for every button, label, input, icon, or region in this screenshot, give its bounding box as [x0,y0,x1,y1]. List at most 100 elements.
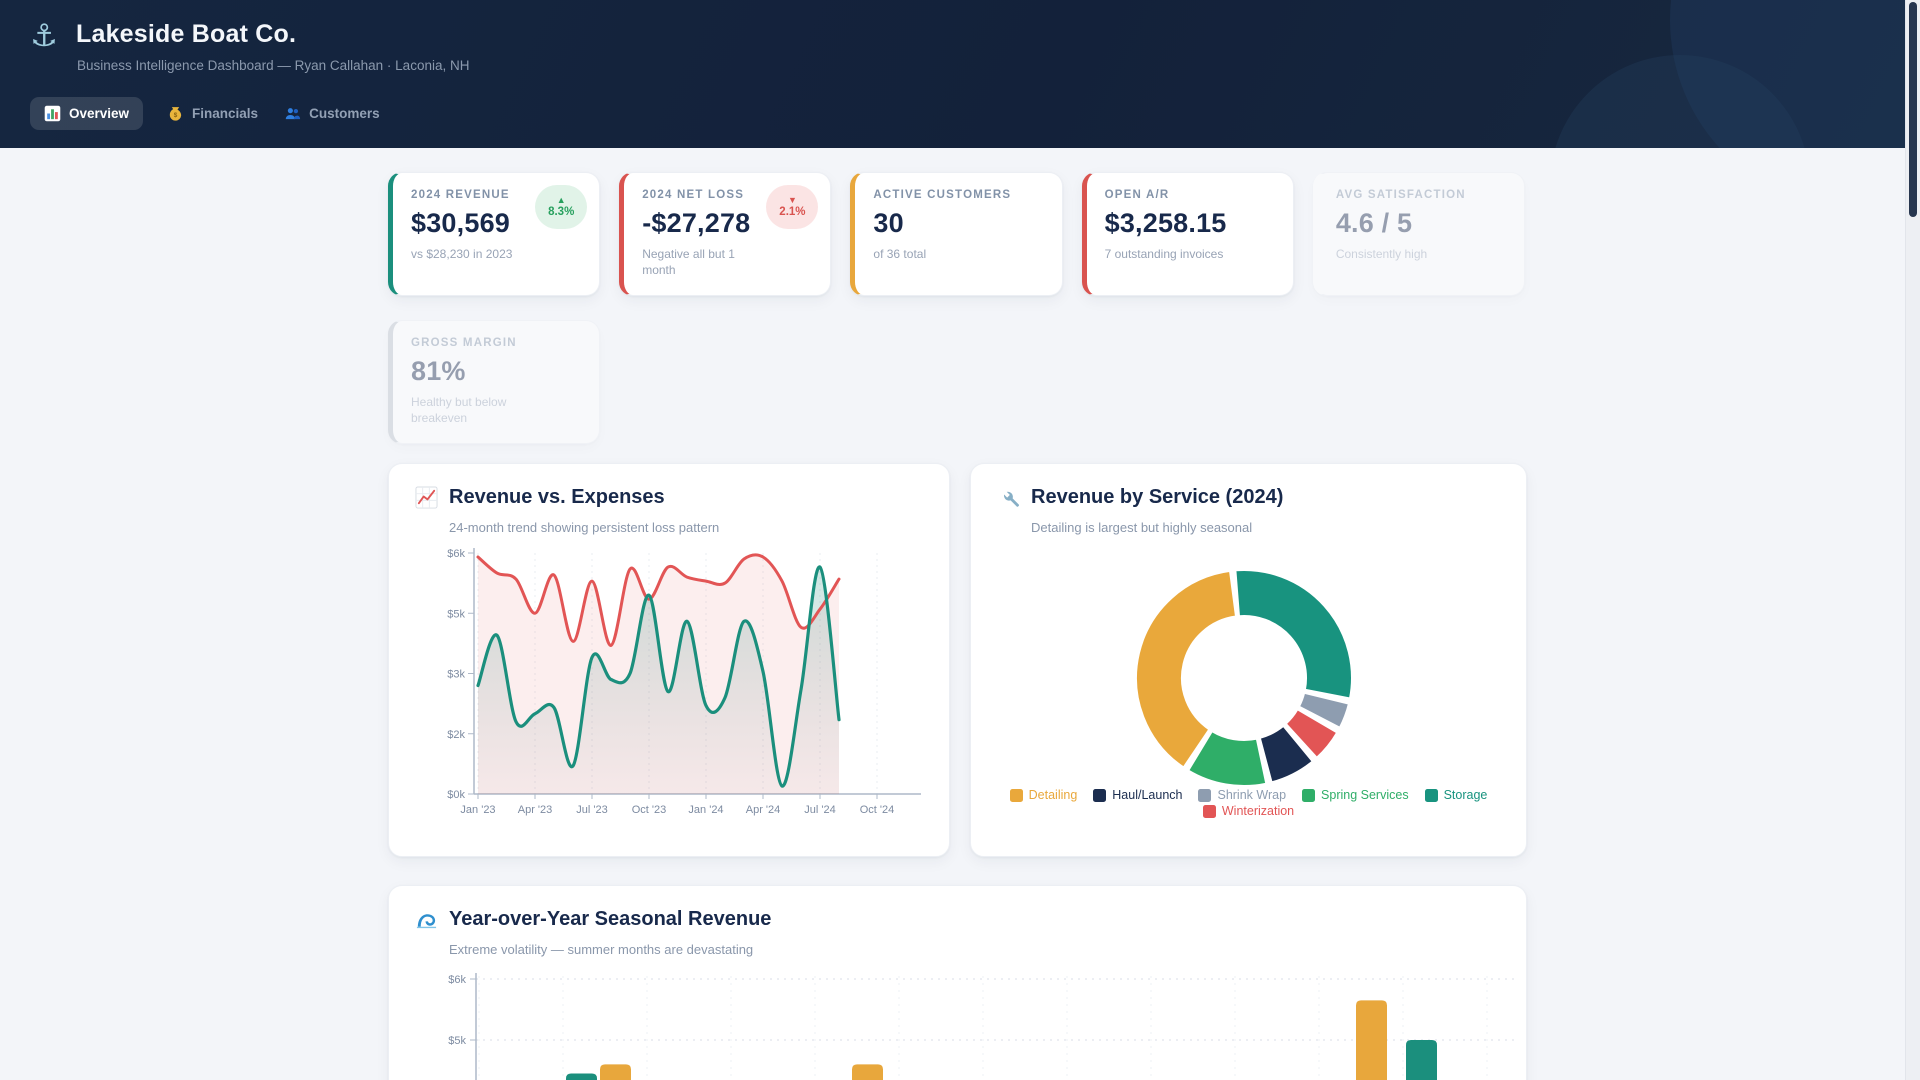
app-header: ⚓ Lakeside Boat Co. Business Intelligenc… [0,0,1920,148]
scrollbar-track[interactable] [1905,0,1920,1080]
legend-item-storage[interactable]: Storage [1424,788,1488,802]
kpi-card-gross-margin: GROSS MARGIN 81% Healthy but below breakev… [388,320,600,444]
page-title: Lakeside Boat Co. [76,20,297,48]
chart-title: Year-over-Year Seasonal Revenue [449,908,772,930]
bar-chart-icon [44,105,61,122]
svg-text:$6k: $6k [448,974,466,986]
kpi-label: AVG SATISFACTION [1335,189,1466,201]
tab-label: Customers [309,106,380,121]
kpi-subtext: vs $28,230 in 2023 [411,247,513,261]
svg-text:$2k: $2k [447,729,465,741]
tab-overview[interactable]: Overview [30,97,144,130]
kpi-card-avg-satisfaction: AVG SATISFACTION 4.6 / 5 Consistently high [1312,172,1526,296]
legend-label: Spring Services [1321,788,1409,802]
bar-feb-2023[interactable] [566,1073,597,1080]
legend-label: Storage [1443,788,1488,802]
money-bag-icon: $ [167,105,184,122]
chart-subtitle: Detailing is largest but highly seasonal [1031,520,1253,535]
legend-item-detailing[interactable]: Detailing [1009,788,1078,802]
donut-slice-detailing[interactable] [1135,569,1238,769]
donut-slice-haul-launch[interactable] [1258,724,1315,784]
tab-label: Overview [69,106,130,121]
trend-down-arrow-icon: ▼ [787,195,797,206]
svg-text:$5k: $5k [447,608,465,620]
kpi-label: 2024 NET LOSS [642,189,745,201]
trend-value: 2.1% [779,205,806,218]
legend-label: Haul/Launch [1112,788,1183,802]
wrench-icon [997,486,1020,509]
svg-text:$6k: $6k [447,548,465,560]
revenue-by-service-donut [1135,568,1353,786]
chart-header: Year-over-Year Seasonal Revenue [415,908,771,931]
kpi-card-2024-revenue: 2024 REVENUE $30,569 vs $28,230 in 2023 ▲ 8.… [388,172,601,296]
revenue-by-service-card: Revenue by Service (2024) Detailing is l… [970,463,1527,857]
kpi-value: 4.6 / 5 [1335,208,1413,238]
kpi-card-open-a-r: OPEN A/R $3,258.15 7 outstanding invoices [1081,172,1294,296]
kpi-trend-badge: ▲ 8.3% [535,185,588,229]
legend-label: Detailing [1028,788,1078,802]
kpi-subtext: 7 outstanding invoices [1104,247,1224,261]
legend-label: Shrink Wrap [1217,788,1287,802]
legend-swatch [1202,804,1216,818]
chart-header: Revenue by Service (2024) [997,486,1283,509]
svg-text:Jan '24: Jan '24 [688,804,723,816]
chart-title: Revenue by Service (2024) [1031,486,1284,508]
scrollbar-thumb[interactable] [1909,2,1917,217]
bar-may-2024[interactable] [852,1064,883,1080]
donut-slice-storage[interactable] [1234,568,1353,700]
kpi-card-row: 2024 REVENUE $30,569 vs $28,230 in 2023 ▲ 8.… [388,172,1526,296]
svg-text:Jul '24: Jul '24 [804,804,835,816]
bar-nov-2024[interactable] [1356,1000,1387,1080]
tab-financials[interactable]: $ Financials [165,97,260,130]
seasonal-revenue-bars: $6k $5k [448,973,1514,1080]
chart-up-icon [415,486,438,509]
chart-header: Revenue vs. Expenses [415,486,665,509]
kpi-label: 2024 REVENUE [411,189,510,201]
revenue-expenses-chart: $6k $5k $3k $2k $0k Jan '23 Apr '23 Jul '23 Oct … [447,548,921,816]
kpi-card-active-customers: ACTIVE CUSTOMERS 30 of 36 total [850,172,1063,296]
chart-title: Revenue vs. Expenses [449,486,665,508]
legend-item-shrink-wrap[interactable]: Shrink Wrap [1198,788,1286,802]
legend-item-haul-launch[interactable]: Haul/Launch [1093,788,1182,802]
kpi-trend-badge: ▼ 2.1% [766,185,819,229]
users-icon [284,105,301,122]
kpi-label: GROSS MARGIN [411,337,517,349]
kpi-subtext: of 36 total [873,247,927,261]
bar-dec-2023[interactable] [1406,1040,1437,1080]
kpi-label: OPEN A/R [1104,189,1170,201]
kpi-subtext: Negative all but 1 month [642,247,735,277]
revenue-expenses-card: Revenue vs. Expenses 24-month trend show… [388,463,950,857]
kpi-subtext: Healthy but below breakeven [411,395,507,425]
kpi-value: 30 [873,208,904,238]
kpi-value: $30,569 [411,208,510,238]
page-subtitle: Business Intelligence Dashboard — Ryan C… [77,58,470,73]
svg-text:Jul '23: Jul '23 [576,804,607,816]
trend-up-arrow-icon: ▲ [556,195,566,206]
header-decor-circle-large [1670,0,1920,148]
legend-item-spring-services[interactable]: Spring Services [1302,788,1409,802]
anchor-icon: ⚓ [30,18,58,53]
svg-text:$5k: $5k [448,1035,466,1047]
kpi-subtext: Consistently high [1335,247,1428,261]
legend-swatch [1198,788,1212,802]
bar-feb-2024[interactable] [600,1064,631,1080]
kpi-label: ACTIVE CUSTOMERS [873,189,1012,201]
nav-tabs: Overview $ Financials Customers [30,97,382,130]
kpi-card-2024-net-loss: 2024 NET LOSS -$27,278 Negative all but 1 … [619,172,832,296]
legend-label: Winterization [1221,804,1295,818]
svg-text:$0k: $0k [447,789,465,801]
svg-text:Jan '23: Jan '23 [460,804,495,816]
legend-swatch [1424,788,1438,802]
kpi-value: $3,258.15 [1104,208,1227,238]
legend-swatch [1009,788,1023,802]
donut-slice-shrink-wrap[interactable] [1297,691,1351,730]
chart-subtitle: 24-month trend showing persistent loss p… [449,520,720,535]
svg-text:Apr '24: Apr '24 [746,804,781,816]
donut-slice-winterization[interactable] [1284,707,1339,760]
legend-item-winterization[interactable]: Winterization [1202,804,1295,818]
donut-slice-spring-services[interactable] [1186,729,1268,786]
tab-label: Financials [192,106,259,121]
tab-customers[interactable]: Customers [282,97,382,130]
trend-value: 8.3% [548,205,575,218]
